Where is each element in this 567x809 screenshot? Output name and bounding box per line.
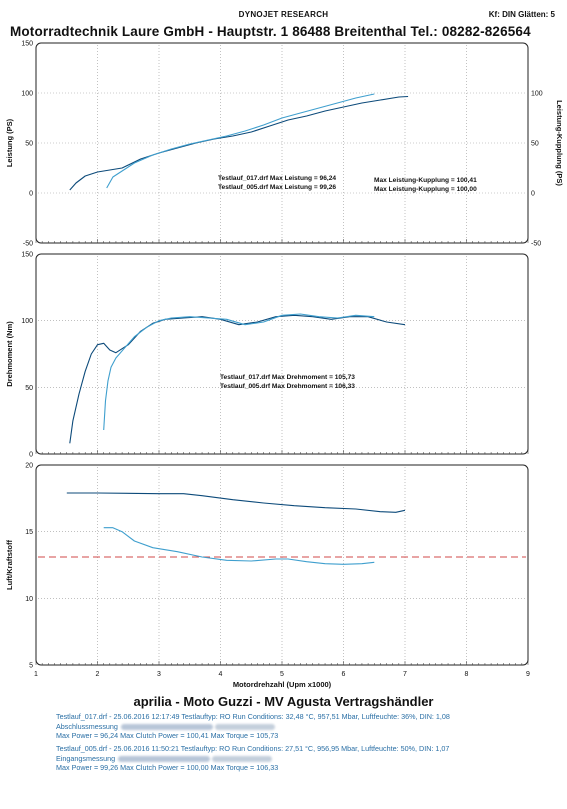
panel1-ytick-label: 100 [21, 318, 33, 325]
panel0-annotation: Testlauf_005.drf Max Leistung = 99,26 [218, 184, 336, 191]
panel2-xtick-label: 3 [157, 671, 161, 678]
run-info-017: Testlauf_017.drf - 25.06.2016 12:17:49 T… [56, 712, 450, 741]
panel2-ytick-label: 10 [25, 596, 33, 603]
panel0-series-run005 [106, 93, 375, 189]
filter-info: Kf: DIN Glätten: 5 [488, 10, 555, 19]
panel2-xtick-label: 2 [96, 671, 100, 678]
redacted-mark [212, 755, 273, 762]
run-005-type: Eingangsmessung [56, 753, 116, 763]
panel0-annotation: Testlauf_017.drf Max Leistung = 96,24 [218, 175, 336, 182]
panel0-ytick-right-label: 50 [531, 141, 539, 148]
panel2-xtick-label: 1 [34, 671, 38, 678]
panel2-xtick-label: 7 [403, 671, 407, 678]
panel2-series-run005 [103, 527, 375, 565]
panel0-ytick-right-label: 100 [531, 91, 543, 98]
run-017-type: Abschlussmessung [56, 721, 118, 731]
panel1-ytick-label: 50 [25, 385, 33, 392]
run-017-max: Max Power = 96,24 Max Clutch Power = 100… [56, 731, 279, 740]
panel0-ytick-label: 100 [21, 91, 33, 98]
panel2-xtick-label: 9 [526, 671, 530, 678]
panel0-ylabel: Leistung (PS) [5, 118, 14, 167]
panel2-ytick-label: 5 [29, 663, 33, 670]
redacted-mark [214, 723, 275, 730]
panel0-annotation: Max Leistung-Kupplung = 100,00 [374, 186, 477, 193]
panel1-series-run017 [69, 314, 406, 444]
panel2-xtick-label: 8 [465, 671, 469, 678]
panel0-annotation: Max Leistung-Kupplung = 100,41 [374, 177, 477, 184]
panel0-ytick-label: 0 [29, 191, 33, 198]
panel1-series-run005 [103, 313, 375, 431]
panel1-annotation: Testlauf_017.drf Max Drehmoment = 105,73 [220, 374, 355, 381]
panel2-ylabel: Luft/Kraftstoff [5, 540, 14, 590]
panel1-ylabel: Drehmoment (Nm) [5, 321, 14, 387]
panel0-ytick-label: 50 [25, 141, 33, 148]
run-017-conditions: Testlauf_017.drf - 25.06.2016 12:17:49 T… [56, 712, 450, 721]
panel2-ytick-label: 15 [25, 529, 33, 536]
panel2-xtick-label: 5 [280, 671, 284, 678]
run-005-conditions: Testlauf_005.drf - 25.06.2016 11:50:21 T… [56, 744, 450, 753]
panel2-series-run017 [66, 492, 406, 513]
company-header: Motorradtechnik Laure GmbH - Hauptstr. 1… [10, 24, 531, 39]
panel0-series-run017 [69, 95, 409, 191]
dealer-line: aprilia - Moto Guzzi - MV Agusta Vertrag… [133, 694, 434, 709]
panel1-annotation: Testlauf_005.drf Max Drehmoment = 106,33 [220, 383, 355, 390]
panel2-xtick-label: 6 [342, 671, 346, 678]
panel0-ytick-right-label: 0 [531, 191, 535, 198]
panel2-xtick-label: 4 [219, 671, 223, 678]
panel0-ytick-label: 150 [21, 41, 33, 48]
panel1-ytick-label: 0 [29, 452, 33, 459]
run-info-005: Testlauf_005.drf - 25.06.2016 11:50:21 T… [56, 744, 449, 773]
redacted-mark [120, 723, 213, 730]
panel2-ytick-label: 20 [25, 463, 33, 470]
panel0-ytick-label: -50 [23, 241, 33, 248]
run-005-max: Max Power = 99,26 Max Clutch Power = 100… [56, 763, 279, 772]
run-017-description: Abschlussmessung [56, 722, 450, 732]
panel0-ylabel-right: Leistung-Kupplung (PS) [555, 100, 564, 186]
panel0-ytick-right-label: -50 [531, 241, 541, 248]
report-title: DYNOJET RESEARCH [238, 10, 329, 19]
redacted-mark [118, 755, 211, 762]
panel1-ytick-label: 150 [21, 252, 33, 259]
panel2-xlabel: Motordrehzahl (Upm x1000) [233, 680, 332, 689]
run-005-description: Eingangsmessung [56, 754, 449, 764]
